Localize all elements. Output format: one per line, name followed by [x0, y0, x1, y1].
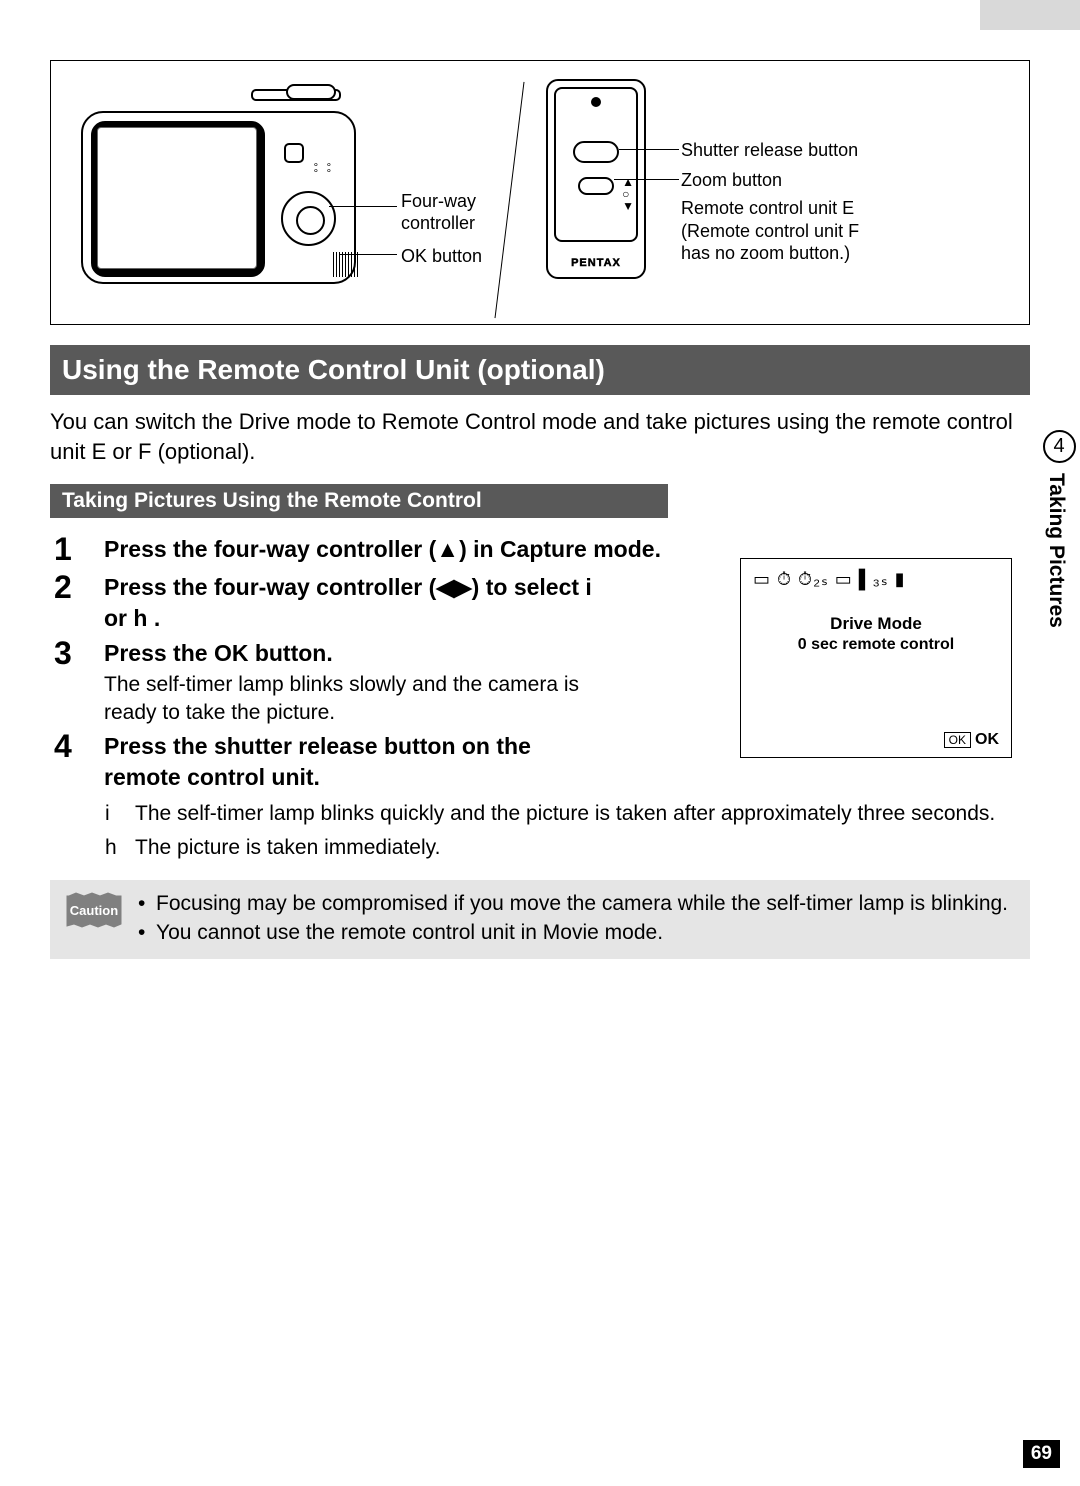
indent-key: h: [105, 833, 135, 862]
caution-item: •Focusing may be compromised if you move…: [138, 890, 1008, 918]
step-title: Press the four-way controller (◀▶) to se…: [104, 572, 609, 634]
screen-ok-label: OK: [975, 731, 999, 748]
remote-label-zoom: Zoom button: [681, 169, 782, 192]
caution-item-text: You cannot use the remote control unit i…: [156, 919, 663, 947]
step-title: Press the shutter release button on the …: [104, 731, 609, 793]
side-tab-label: Taking Pictures: [1044, 473, 1068, 628]
camera-illustration: ∘ ∘∘ ∘: [81, 96, 361, 296]
camera-label-fourway: Four-way controller: [401, 191, 476, 234]
indent-row-h: h The picture is taken immediately.: [105, 833, 1030, 862]
indent-text: The self-timer lamp blinks quickly and t…: [135, 799, 995, 828]
side-tab: 4 Taking Pictures: [1038, 430, 1080, 790]
screen-icon-row: ▭ ⏱ ⏱₂ₛ ▭ ▌₃ₛ ▮: [741, 559, 1011, 596]
caution-block: Caution •Focusing may be compromised if …: [50, 880, 1030, 959]
caution-item: •You cannot use the remote control unit …: [138, 919, 1008, 947]
indent-text: The picture is taken immediately.: [135, 833, 440, 862]
four-way-controller-icon: [281, 191, 336, 246]
section-header: Using the Remote Control Unit (optional): [50, 345, 1030, 395]
screen-drive-mode-value: 0 sec remote control: [741, 636, 1011, 654]
diagram-divider: [495, 82, 525, 318]
sub-header: Taking Pictures Using the Remote Control: [50, 484, 668, 518]
screen-ok-hint: OKOK: [944, 731, 999, 749]
diagram-box: ∘ ∘∘ ∘ Four-way controller OK button ▲○▼…: [50, 60, 1030, 325]
side-tab-number: 4: [1043, 430, 1076, 463]
svg-text:Caution: Caution: [70, 903, 118, 918]
ok-box-icon: OK: [944, 732, 971, 748]
step-number: 2: [54, 570, 104, 605]
indent-key: i: [105, 799, 135, 828]
screen-drive-mode-label: Drive Mode: [741, 614, 1011, 634]
caution-item-text: Focusing may be compromised if you move …: [156, 890, 1008, 918]
remote-label-unit: Remote control unit E (Remote control un…: [681, 197, 859, 265]
lcd-screen-mock: ▭ ⏱ ⏱₂ₛ ▭ ▌₃ₛ ▮ Drive Mode 0 sec remote …: [740, 558, 1012, 758]
caution-icon: Caution: [64, 892, 124, 928]
remote-brand-label: PENTAX: [548, 257, 644, 269]
step-number: 3: [54, 636, 104, 671]
top-gray-tab: [980, 0, 1080, 30]
remote-label-shutter: Shutter release button: [681, 139, 858, 162]
step-number: 4: [54, 729, 104, 764]
step-subtext: The self-timer lamp blinks slowly and th…: [104, 671, 624, 728]
indent-row-i: i The self-timer lamp blinks quickly and…: [105, 799, 1030, 828]
step-number: 1: [54, 532, 104, 567]
page-number: 69: [1023, 1440, 1060, 1468]
camera-label-ok: OK button: [401, 246, 482, 268]
intro-text: You can switch the Drive mode to Remote …: [50, 407, 1030, 466]
step-title: Press the OK button.: [104, 638, 609, 669]
